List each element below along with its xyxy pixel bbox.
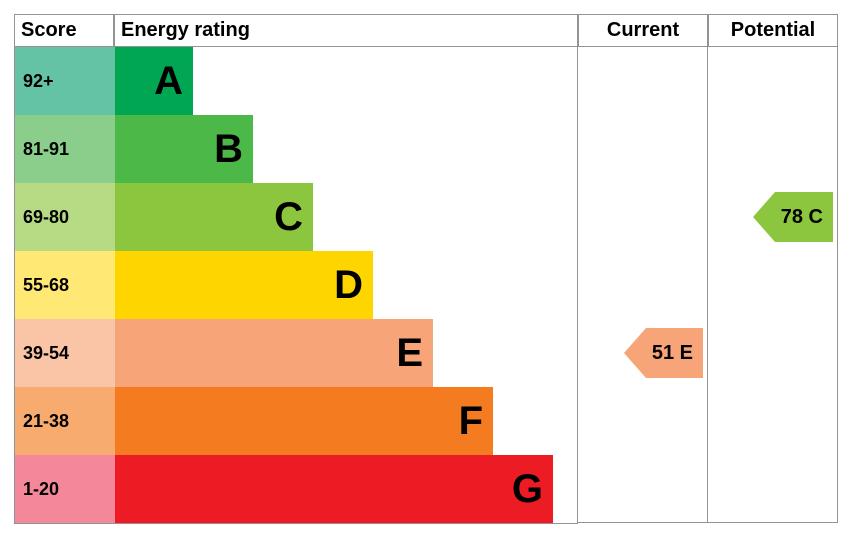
band-D: 55-68 D — [15, 251, 577, 319]
letter-C: C — [274, 195, 313, 240]
potential-tag: 78 C — [775, 192, 833, 242]
bar-F: F — [115, 387, 493, 455]
letter-E: E — [396, 331, 433, 376]
score-F: 21-38 — [15, 387, 115, 455]
letter-B: B — [214, 127, 253, 172]
bar-E: E — [115, 319, 433, 387]
score-C: 69-80 — [15, 183, 115, 251]
letter-F: F — [459, 399, 493, 444]
current-tag: 51 E — [646, 328, 703, 378]
letter-D: D — [334, 263, 373, 308]
letter-G: G — [512, 467, 553, 512]
bar-G: G — [115, 455, 553, 523]
bar-C: C — [115, 183, 313, 251]
band-C: 69-80 C — [15, 183, 577, 251]
bands-container: 92+ A 81-91 B 69-80 C 55-68 D 39-54 E 21-38 F 1-20 G — [14, 47, 578, 524]
score-G: 1-20 — [15, 455, 115, 523]
header-current: Current — [578, 14, 708, 47]
header-score: Score — [14, 14, 114, 47]
header-rating: Energy rating — [114, 14, 578, 47]
bar-A: A — [115, 47, 193, 115]
score-D: 55-68 — [15, 251, 115, 319]
band-B: 81-91 B — [15, 115, 577, 183]
band-A: 92+ A — [15, 47, 577, 115]
band-E: 39-54 E — [15, 319, 577, 387]
bar-D: D — [115, 251, 373, 319]
header-potential: Potential — [708, 14, 838, 47]
band-F: 21-38 F — [15, 387, 577, 455]
score-E: 39-54 — [15, 319, 115, 387]
potential-column: 78 C — [708, 47, 838, 523]
score-A: 92+ — [15, 47, 115, 115]
bar-B: B — [115, 115, 253, 183]
letter-A: A — [154, 59, 193, 104]
band-G: 1-20 G — [15, 455, 577, 523]
score-B: 81-91 — [15, 115, 115, 183]
header-row: Score Energy rating Current Potential — [14, 14, 838, 47]
current-column: 51 E — [578, 47, 708, 523]
epc-chart: Score Energy rating Current Potential 92… — [14, 14, 838, 524]
